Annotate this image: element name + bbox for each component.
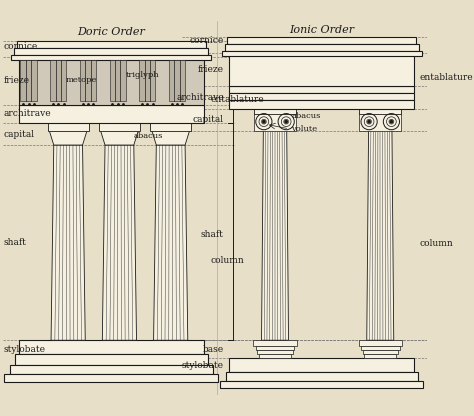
Text: metope: metope [66,76,97,84]
Text: architrave: architrave [3,109,51,118]
Text: shaft: shaft [201,230,224,240]
Bar [48,124,89,131]
Bar [363,350,398,354]
Bar [220,381,423,388]
Bar [169,60,185,101]
Text: cornice: cornice [3,42,37,51]
Text: triglyph: triglyph [126,71,160,79]
Polygon shape [367,131,394,340]
Text: base: base [202,345,224,354]
Bar [257,350,293,354]
Circle shape [367,120,371,124]
Text: abacus: abacus [291,112,320,120]
Text: abacus: abacus [134,132,163,140]
Text: Doric Order: Doric Order [77,27,145,37]
Bar [99,124,140,131]
Bar [229,86,414,93]
Polygon shape [102,145,137,340]
Text: frieze: frieze [198,65,224,74]
Text: column: column [210,256,244,265]
Bar [229,100,414,109]
Bar [359,340,402,346]
Text: column: column [420,240,454,248]
Bar [222,51,422,56]
Bar [229,358,414,372]
Bar [255,346,294,350]
Bar [18,340,204,354]
Bar [254,340,297,346]
Bar [225,44,419,51]
Text: capital: capital [3,130,35,139]
Polygon shape [151,129,190,145]
Bar [254,109,296,114]
Text: entablature: entablature [420,73,474,82]
Bar [109,60,126,101]
Bar [359,109,401,114]
Bar [364,354,396,358]
Bar [11,55,211,60]
Text: volute: volute [291,125,317,133]
Text: stylobate: stylobate [182,361,224,370]
Polygon shape [51,145,85,340]
Bar [14,48,209,55]
Text: Ionic Order: Ionic Order [289,25,355,35]
Bar [139,60,155,101]
Bar [150,124,191,131]
Bar [9,364,213,374]
Bar [18,104,204,124]
Circle shape [262,120,265,124]
Bar [50,60,66,101]
Polygon shape [49,129,88,145]
Bar [15,354,208,364]
Text: architrave: architrave [176,93,224,102]
Circle shape [390,120,393,124]
Bar [80,60,96,101]
Polygon shape [262,131,289,340]
Text: stylobate: stylobate [3,345,46,354]
Circle shape [284,120,288,124]
Text: capital: capital [193,115,224,124]
Bar [226,372,418,381]
Bar [4,374,219,382]
Bar [359,113,401,131]
Bar [361,346,400,350]
Polygon shape [154,145,188,340]
Bar [254,113,296,131]
Text: shaft: shaft [3,238,26,247]
Text: frieze: frieze [3,76,29,85]
Bar [18,57,204,104]
Text: entablature: entablature [210,95,264,104]
Bar [259,354,291,358]
Bar [20,60,36,101]
Bar [229,53,414,86]
Bar [228,37,416,44]
Text: cornice: cornice [190,36,224,45]
Bar [17,41,206,48]
Polygon shape [100,129,139,145]
Bar [229,93,414,100]
